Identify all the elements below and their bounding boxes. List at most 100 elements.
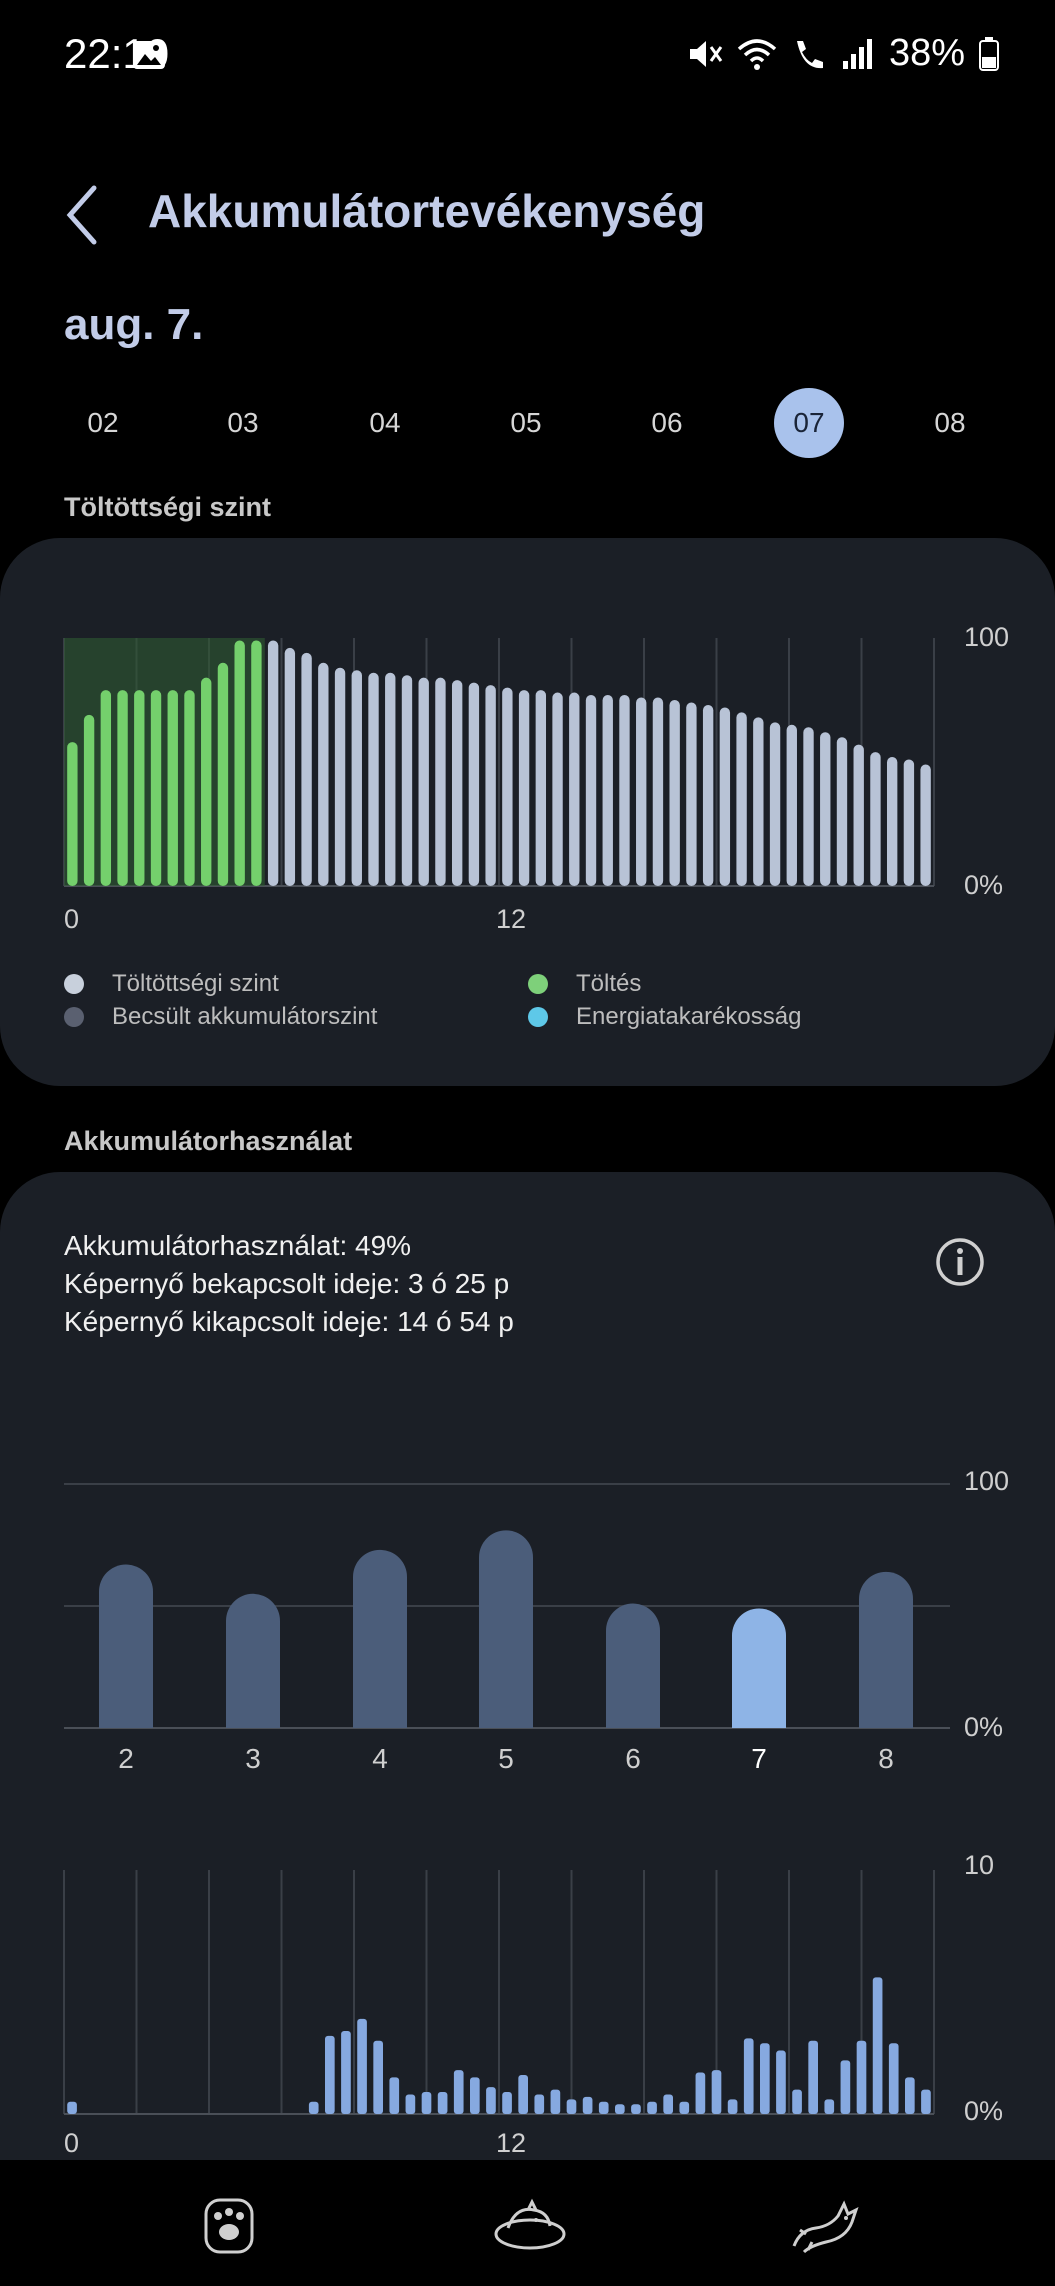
nav-cat-play-button[interactable] [786, 2190, 866, 2260]
bottom-navigation [0, 2160, 1055, 2286]
hour-usage-bar [872, 1977, 883, 2114]
legend-dot-charge-level [64, 974, 84, 994]
hour-usage-bar [921, 2089, 931, 2114]
legend-dot-power-saving [528, 1007, 548, 1027]
charge-y-tick-min: 0% [964, 870, 1004, 900]
hour-usage-bar [486, 2087, 496, 2114]
hour-usage-bar [373, 2040, 383, 2114]
charge-bar [451, 680, 463, 886]
legend-charging: Töltés [576, 970, 642, 997]
hourly-y-tick-min: 0% [964, 2096, 1004, 2126]
charge-bar [552, 692, 563, 886]
legend-power-saving: Energiatakarékosság [576, 1003, 802, 1030]
day-tick-3: 3 [245, 1743, 261, 1770]
chevron-left-icon [66, 185, 97, 245]
wifi-calling-icon [796, 40, 823, 68]
day-tick-8: 8 [878, 1743, 894, 1770]
charge-bar [585, 695, 597, 886]
mute-icon [689, 40, 723, 67]
day-usage-bar [479, 1530, 533, 1728]
charge-bar [401, 675, 413, 886]
charge-bar [318, 662, 329, 886]
charge-bar [234, 640, 245, 886]
daily-usage-chart: 2 3 4 5 6 7 8 [64, 1483, 950, 1770]
screen-off-time: Képernyő kikapcsolt ideje: 14 ó 54 p [64, 1306, 514, 1337]
hour-usage-bar [502, 2092, 512, 2114]
charge-bar [435, 677, 446, 886]
hour-usage-bar [840, 2060, 851, 2114]
day-06[interactable]: 06 [651, 407, 683, 438]
day-usage-bar [859, 1571, 913, 1728]
charge-bar [468, 682, 480, 886]
hour-usage-bar [67, 2101, 77, 2114]
nav-cat-bed-button[interactable] [490, 2190, 570, 2260]
charge-bar [786, 724, 797, 886]
gallery-notification-icon [132, 40, 166, 70]
day-02[interactable]: 02 [87, 407, 119, 438]
charge-bar [853, 744, 864, 886]
charge-bar [686, 702, 697, 886]
charge-bar [284, 647, 296, 886]
hour-usage-bar [421, 2092, 432, 2114]
charge-bar [652, 697, 664, 886]
hour-usage-bar [308, 2101, 319, 2114]
hourly-y-tick-max: 10 [964, 1850, 995, 1880]
charge-bar [753, 717, 764, 886]
info-button[interactable] [934, 1236, 986, 1288]
charge-bar [201, 677, 212, 886]
day-04[interactable]: 04 [369, 407, 401, 438]
day-usage-bar [732, 1608, 786, 1728]
charge-bar [619, 695, 630, 886]
day-usage-bar [99, 1564, 153, 1728]
day-07[interactable]: 07 [774, 388, 844, 458]
legend-charge-level: Töltöttségi szint [112, 970, 279, 997]
charge-x-tick-12: 12 [496, 904, 527, 934]
day-08[interactable]: 08 [934, 407, 966, 438]
nav-paw-button[interactable] [194, 2190, 264, 2260]
signal-icon [842, 38, 872, 69]
day-usage-bar [353, 1549, 407, 1728]
day-tick-5: 5 [498, 1743, 514, 1770]
hour-usage-bar [437, 2092, 448, 2114]
day-tick-4: 4 [372, 1743, 388, 1770]
charge-bar [184, 690, 195, 886]
page-title: Akkumulátortevékenység [148, 185, 706, 237]
day-usage-bar [226, 1593, 280, 1728]
usage-percent: Akkumulátorhasználat: 49% [64, 1230, 412, 1261]
legend-dot-charging [528, 974, 548, 994]
charge-bar [769, 722, 781, 886]
charging-region [64, 638, 265, 886]
charge-bar [820, 732, 831, 886]
charge-bar [267, 640, 279, 886]
charge-bar [150, 690, 162, 886]
paw-icon [204, 2198, 254, 2254]
hour-usage-bar [888, 2043, 899, 2114]
hour-usage-bar [792, 2089, 802, 2114]
hour-usage-bar [695, 2072, 706, 2114]
hour-usage-bar [727, 2099, 738, 2114]
charge-bar [67, 742, 78, 886]
charge-bar [83, 714, 95, 886]
hour-usage-bar [743, 2038, 754, 2114]
charge-bar [535, 690, 547, 886]
battery-icon [979, 36, 999, 71]
charge-bar [669, 700, 680, 886]
charge-bar [836, 737, 848, 886]
screen-on-time: Képernyő bekapcsolt ideje: 3 ó 25 p [64, 1268, 510, 1299]
hour-usage-bar [856, 2040, 867, 2114]
charge-bar [251, 640, 262, 886]
legend-estimated: Becsült akkumulátorszint [112, 1003, 378, 1030]
charge-bar [803, 727, 814, 886]
charge-y-tick-max: 100 [964, 622, 1010, 652]
hourly-x-tick-12: 12 [496, 2128, 527, 2158]
charge-bar [736, 712, 747, 886]
back-button[interactable] [60, 180, 110, 250]
hour-usage-bar [389, 2077, 400, 2114]
charge-bar [920, 764, 931, 886]
playing-cat-icon [792, 2200, 859, 2254]
hourly-usage-chart [63, 1870, 935, 2115]
hour-usage-bar [776, 2050, 786, 2114]
charge-bar [167, 690, 178, 886]
day-05[interactable]: 05 [510, 407, 542, 438]
day-03[interactable]: 03 [227, 407, 259, 438]
